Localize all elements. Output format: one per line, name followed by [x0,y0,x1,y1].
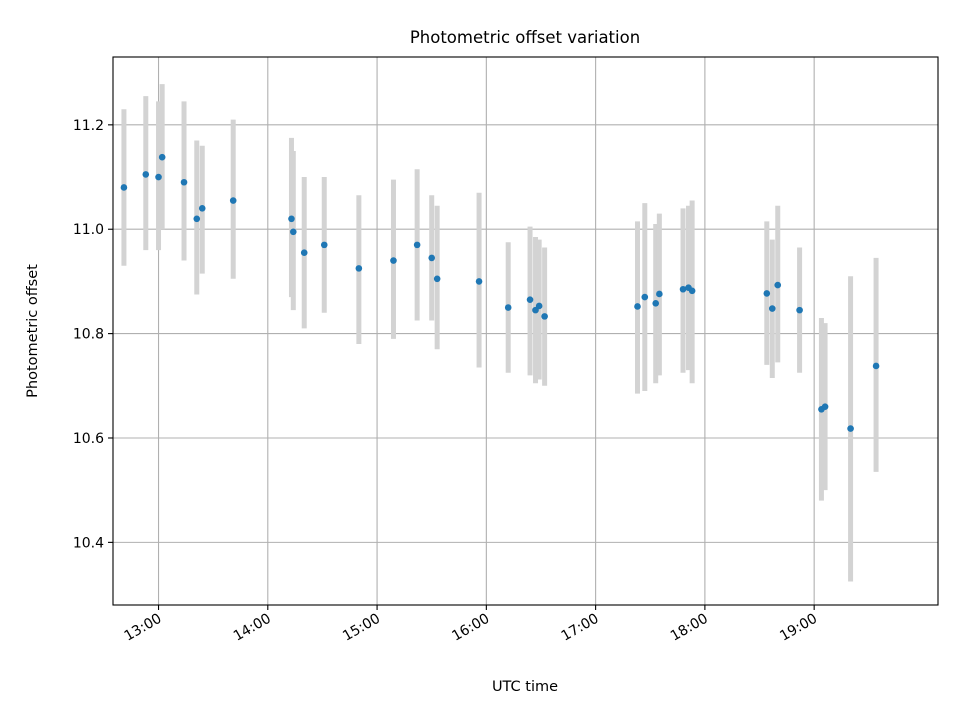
data-point [158,153,166,161]
y-tick-label: 10.6 [73,431,104,447]
data-point [768,305,776,312]
data-point [413,241,421,249]
data-point [320,241,328,249]
data-point [688,287,696,295]
data-point [355,265,363,272]
x-gridlines [157,57,815,605]
data-point [142,171,150,178]
y-tick-label: 10.4 [73,535,104,551]
data-point [155,173,162,181]
data-point [641,293,649,301]
data-point [763,290,771,297]
chart-title: Photometric offset variation [410,28,640,47]
data-point [300,249,308,257]
data-point [428,254,436,262]
data-point [634,303,641,310]
data-point [475,278,483,285]
data-point [847,425,854,432]
data-point [504,304,512,311]
data-point [652,300,660,307]
y-tick-label: 10.8 [73,327,104,343]
data-point [821,403,829,410]
data-point [120,184,128,191]
data-point [288,215,295,223]
data-point [229,197,237,204]
data-point [390,257,397,264]
x-axis-label: UTC time [492,679,558,695]
data-point [774,281,782,289]
data-point [872,362,880,370]
data-point [526,296,534,303]
y-tick-label: 11.0 [73,222,104,238]
data-point [198,205,206,212]
plot-frame [112,56,939,606]
data-point [541,313,548,320]
data-point [656,290,663,298]
data-point [289,228,297,236]
data-point [679,285,687,293]
data-point [433,275,441,283]
y-axis-label: Photometric offset [25,264,41,398]
data-points [120,153,880,432]
data-point [180,178,188,186]
y-tick-label: 11.2 [73,118,104,134]
data-point [535,302,543,310]
data-point [193,215,201,223]
data-point [796,306,803,314]
y-axis-ticks: 10.4 10.6 10.8 11.0 11.2 [73,118,113,551]
